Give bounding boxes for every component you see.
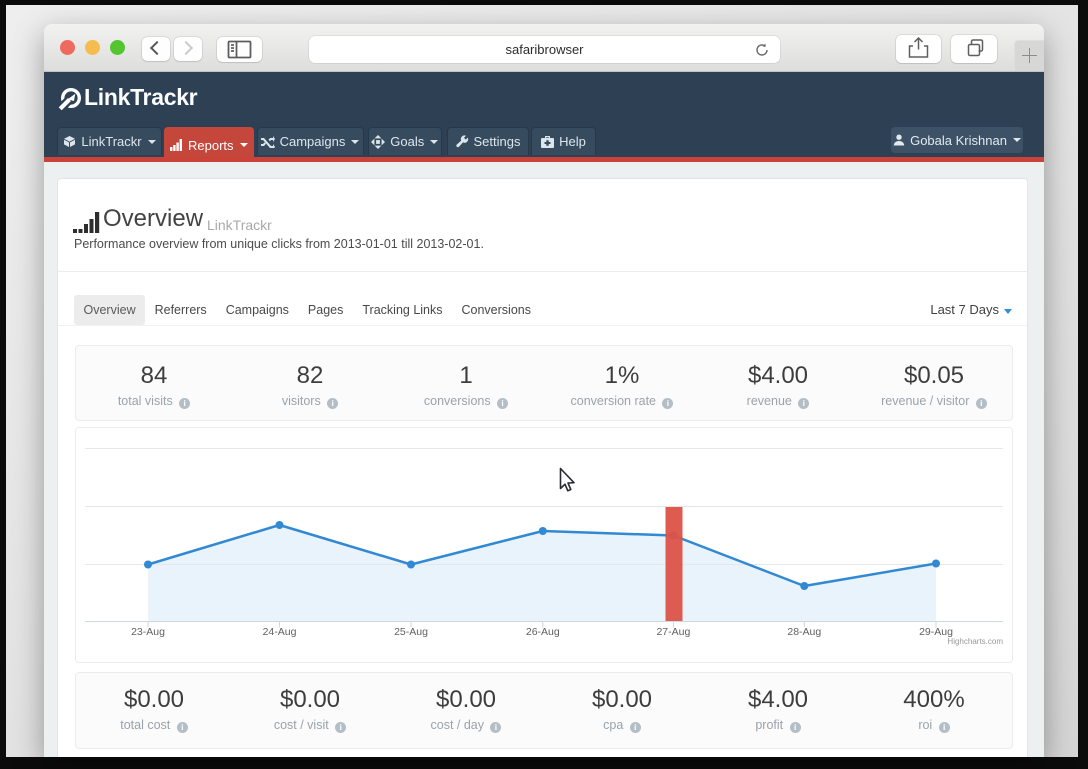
svg-text:26-Aug: 26-Aug	[526, 626, 560, 638]
svg-text:23-Aug: 23-Aug	[131, 626, 165, 638]
svg-text:25-Aug: 25-Aug	[394, 626, 428, 638]
svg-text:24-Aug: 24-Aug	[263, 626, 297, 638]
svg-text:Highcharts.com: Highcharts.com	[947, 637, 1003, 646]
svg-text:29-Aug: 29-Aug	[919, 626, 953, 638]
svg-text:27-Aug: 27-Aug	[656, 626, 690, 638]
svg-text:28-Aug: 28-Aug	[787, 626, 821, 638]
